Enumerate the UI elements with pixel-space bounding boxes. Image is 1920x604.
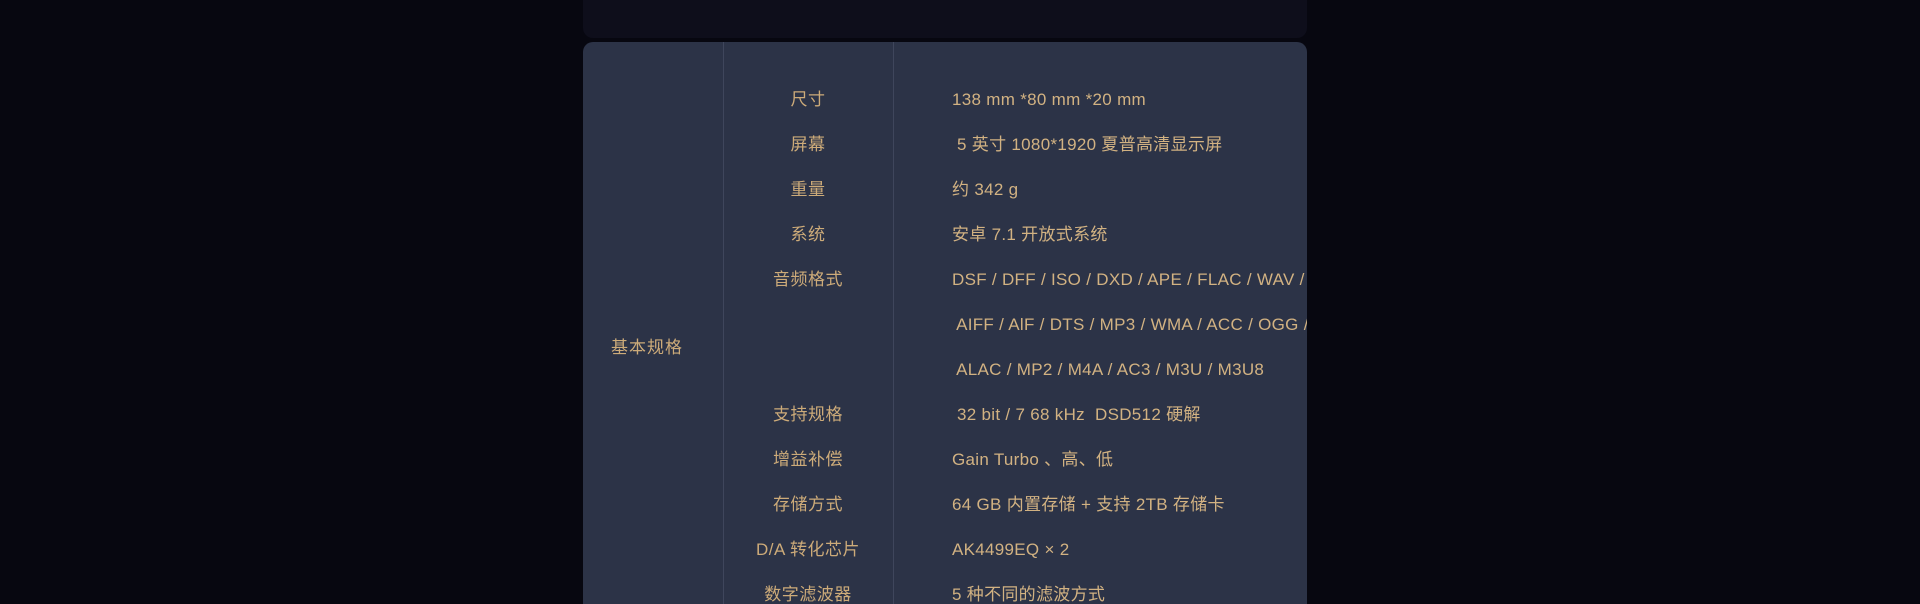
spec-row-dimensions: 尺寸 138 mm *80 mm *20 mm (723, 77, 1307, 122)
spec-row-system: 系统 安卓 7.1 开放式系统 (723, 212, 1307, 257)
spec-row-label: 屏幕 (790, 135, 826, 154)
spec-row-digital-filter: 数字滤波器 5 种不同的滤波方式 (723, 572, 1307, 604)
spec-row-value: 5 英寸 1080*1920 夏普高清显示屏 (893, 122, 1307, 167)
spec-value-line: 64 GB 内置存储 + 支持 2TB 存储卡 (952, 495, 1225, 514)
spec-row-value: 约 342 g (893, 167, 1307, 212)
spec-table-panel: 基本规格 尺寸 138 mm *80 mm *20 mm 屏幕 5 英寸 108… (583, 42, 1307, 604)
spec-row-label: 音频格式 (773, 270, 843, 289)
spec-row-value: 64 GB 内置存储 + 支持 2TB 存储卡 (893, 482, 1307, 527)
spec-rows: 尺寸 138 mm *80 mm *20 mm 屏幕 5 英寸 1080*192… (723, 77, 1307, 604)
column-divider-right (893, 42, 894, 604)
spec-row-weight: 重量 约 342 g (723, 167, 1307, 212)
spec-value-line: 32 bit / 7 68 kHz DSD512 硬解 (952, 405, 1201, 424)
spec-row-value: 138 mm *80 mm *20 mm (893, 77, 1307, 122)
spec-row-supported-specs: 支持规格 32 bit / 7 68 kHz DSD512 硬解 (723, 392, 1307, 437)
spec-value-line: 安卓 7.1 开放式系统 (952, 225, 1108, 244)
section-label: 基本规格 (611, 338, 683, 357)
spec-row-label: D/A 转化芯片 (755, 540, 861, 559)
spec-row-value: Gain Turbo 、高、低 (893, 437, 1307, 482)
spec-row-storage: 存储方式 64 GB 内置存储 + 支持 2TB 存储卡 (723, 482, 1307, 527)
spec-row-value: 5 种不同的滤波方式 (893, 572, 1307, 604)
spec-value-line: 5 英寸 1080*1920 夏普高清显示屏 (952, 135, 1223, 154)
spec-row-value: AK4499EQ × 2 (893, 527, 1307, 572)
spec-row-label: 系统 (790, 225, 826, 244)
spec-value-line: Gain Turbo 、高、低 (952, 450, 1114, 469)
spec-row-label: 尺寸 (790, 90, 826, 109)
spec-value-line: 约 342 g (952, 180, 1019, 199)
spec-row-label: 重量 (790, 180, 826, 199)
spec-value-line: AK4499EQ × 2 (952, 540, 1070, 559)
spec-value-line: 5 种不同的滤波方式 (952, 585, 1106, 604)
spec-value-line: ALAC / MP2 / M4A / AC3 / M3U / M3U8 (952, 360, 1265, 379)
spec-row-screen: 屏幕 5 英寸 1080*1920 夏普高清显示屏 (723, 122, 1307, 167)
spec-value-line: AIFF / AlF / DTS / MP3 / WMA / ACC / OGG… (952, 315, 1307, 334)
spec-row-label: 支持规格 (773, 405, 843, 424)
spec-row-value: 32 bit / 7 68 kHz DSD512 硬解 (893, 392, 1307, 437)
spec-row-label: 数字滤波器 (764, 585, 852, 604)
spec-row-label: 存储方式 (773, 495, 843, 514)
spec-row-label: 增益补偿 (773, 450, 843, 469)
spec-row-value: 安卓 7.1 开放式系统 (893, 212, 1307, 257)
spec-row-value: DSF / DFF / ISO / DXD / APE / FLAC / WAV… (893, 257, 1307, 392)
spec-row-dac-chip: D/A 转化芯片 AK4499EQ × 2 (723, 527, 1307, 572)
previous-section-bottom-edge (583, 0, 1307, 38)
spec-value-line: DSF / DFF / ISO / DXD / APE / FLAC / WAV… (952, 270, 1305, 289)
spec-value-line: 138 mm *80 mm *20 mm (952, 90, 1146, 109)
column-divider-left (723, 42, 724, 604)
spec-row-gain: 增益补偿 Gain Turbo 、高、低 (723, 437, 1307, 482)
spec-row-audio-formats: 音频格式 DSF / DFF / ISO / DXD / APE / FLAC … (723, 257, 1307, 392)
